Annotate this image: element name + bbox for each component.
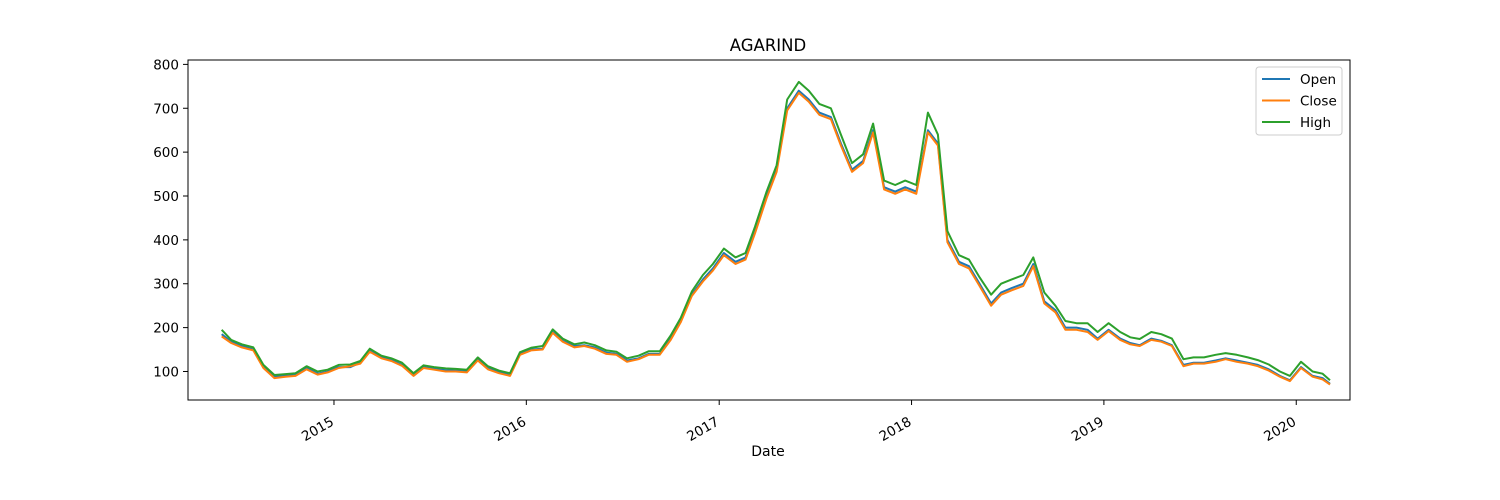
legend-label-high: High bbox=[1300, 115, 1331, 131]
x-tick-label: 2018 bbox=[877, 414, 915, 445]
y-tick-label: 100 bbox=[153, 364, 179, 380]
y-tick-label: 500 bbox=[153, 189, 179, 205]
series-line-close bbox=[221, 91, 1331, 386]
y-tick-label: 800 bbox=[153, 57, 179, 73]
series-line-high bbox=[220, 80, 1331, 382]
y-tick-label: 600 bbox=[153, 145, 179, 161]
x-axis-label: Date bbox=[751, 444, 784, 460]
legend-label-open: Open bbox=[1300, 72, 1336, 88]
y-tick-label: 300 bbox=[153, 277, 179, 293]
x-tick-label: 2017 bbox=[684, 414, 722, 445]
y-tick-label: 400 bbox=[153, 233, 179, 249]
legend-box bbox=[1255, 66, 1343, 136]
axes: 100 200 300 400 500 600 700 800 2015 2016 2017 2018… bbox=[153, 57, 1351, 445]
axes-frame bbox=[187, 59, 1351, 401]
y-tick-label: 700 bbox=[153, 101, 179, 117]
x-tick-label: 2020 bbox=[1261, 414, 1299, 445]
x-tick-label: 2015 bbox=[299, 414, 337, 445]
chart-title: AGARIND bbox=[730, 36, 806, 55]
y-tick-label: 200 bbox=[153, 321, 179, 337]
x-tick-label: 2016 bbox=[491, 414, 529, 445]
legend: Open Close High bbox=[1255, 66, 1343, 136]
plot-area bbox=[220, 80, 1331, 386]
x-tick-label: 2019 bbox=[1069, 414, 1107, 445]
legend-label-close: Close bbox=[1300, 94, 1337, 110]
series-line-open bbox=[221, 89, 1331, 385]
